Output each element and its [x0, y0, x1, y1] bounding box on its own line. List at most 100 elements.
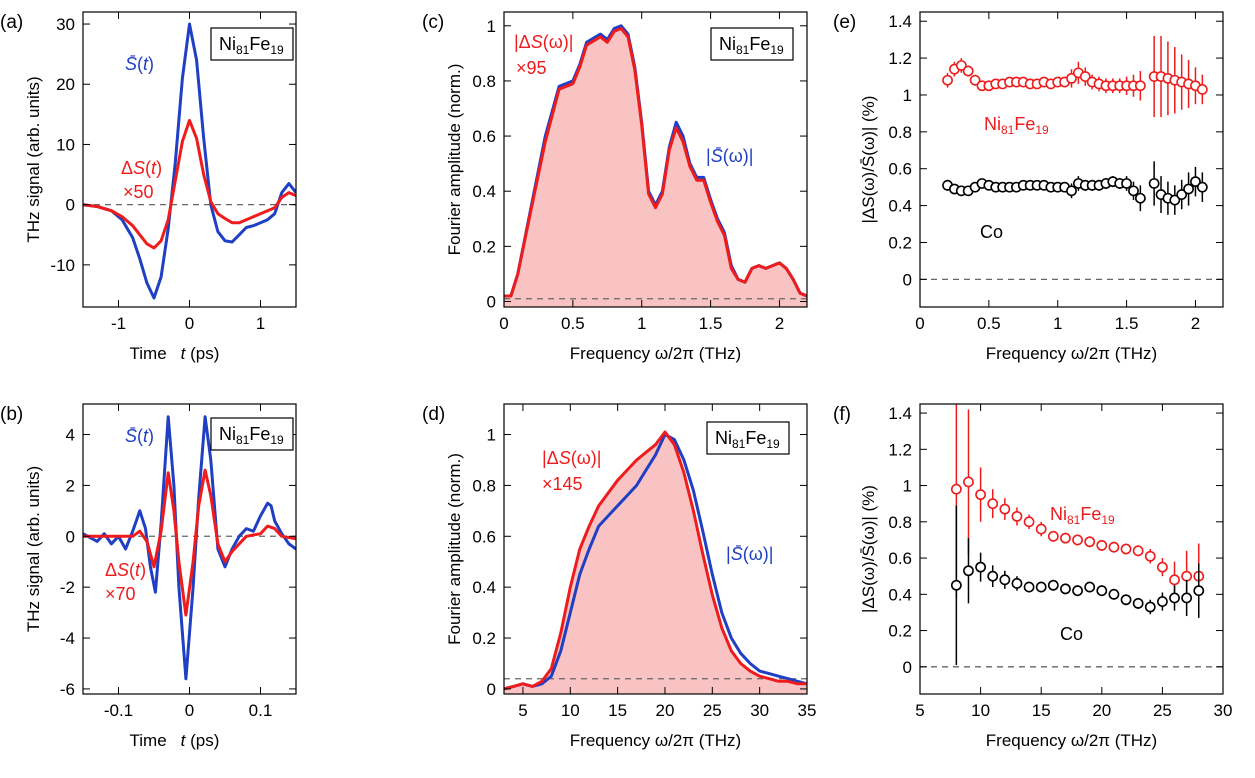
- y-tick-label: 0.2: [888, 622, 912, 641]
- y-tick-label: 0.8: [472, 476, 496, 495]
- x-tick-label: 0: [499, 314, 508, 333]
- data-point: [1066, 185, 1077, 197]
- panel-letter: (d): [422, 404, 445, 425]
- data-point: [1183, 183, 1194, 195]
- y-tick-label: -2: [60, 578, 75, 597]
- y-axis-label: |ΔS(ω)/S̄(ω)| (%): [859, 96, 878, 224]
- x-tick-label: 15: [608, 701, 627, 720]
- sample-box: [710, 27, 794, 61]
- data-point: [1047, 530, 1059, 542]
- series-points-red: [942, 35, 1208, 118]
- scale-factor-label: ×50: [123, 182, 154, 202]
- y-tick-label: -4: [60, 629, 75, 648]
- data-point: [1134, 192, 1146, 204]
- y-tick-label: -10: [50, 256, 75, 275]
- y-axis-label: |ΔS(ω)/S̄(ω)| (%): [859, 485, 878, 613]
- y-axis-label: THz signal (arb. units): [24, 466, 43, 632]
- y-tick-label: 0.4: [472, 182, 496, 201]
- y-tick-label: 1.4: [888, 12, 912, 31]
- data-point: [1169, 574, 1180, 586]
- y-tick-label: 0.4: [472, 578, 496, 597]
- sample-box-label: Ni81Fe19: [219, 34, 284, 57]
- data-point: [969, 74, 981, 86]
- series-label-blue: S̄(t): [125, 426, 154, 446]
- series-label-red: ΔS(t): [121, 158, 162, 178]
- data-point: [1169, 194, 1181, 206]
- data-point: [1132, 597, 1144, 609]
- spectrum-fill: [504, 28, 807, 307]
- data-point: [975, 489, 986, 501]
- y-tick-label: 1: [487, 17, 496, 36]
- y-tick-label: 1: [903, 86, 912, 105]
- x-tick-label: 20: [656, 701, 675, 720]
- data-point: [955, 60, 967, 71]
- plot-area: [920, 35, 1223, 280]
- y-tick-label: 0.8: [472, 72, 496, 91]
- data-point: [1144, 550, 1156, 562]
- data-point: [1072, 534, 1083, 546]
- data-point: [987, 498, 999, 510]
- y-tick-label: 1: [487, 426, 496, 445]
- x-tick-label: 25: [703, 701, 722, 720]
- plot-area: [504, 24, 807, 307]
- data-point: [1035, 581, 1047, 593]
- data-point: [1132, 545, 1144, 557]
- data-point: [1084, 581, 1096, 593]
- y-tick-label: 0.6: [888, 549, 912, 568]
- x-tick-label: 1: [1053, 314, 1062, 333]
- y-tick-label: 4: [66, 426, 75, 445]
- x-tick-label: 15: [1032, 701, 1051, 720]
- plot-frame: [919, 403, 1224, 695]
- series-points-red: [950, 404, 1205, 609]
- data-point: [1120, 594, 1132, 606]
- series-line-red: [504, 430, 807, 691]
- y-tick-label: 1.2: [888, 49, 912, 68]
- plot-area: [920, 404, 1223, 668]
- y-tick-label: 20: [56, 75, 75, 94]
- x-tick-label: 30: [750, 701, 769, 720]
- data-point: [1096, 539, 1108, 551]
- sample-box: [210, 417, 294, 451]
- series-label-black: Co: [1060, 624, 1083, 644]
- x-tick-label: 10: [561, 701, 580, 720]
- y-axis-label: Fourier amplitude (norm.): [445, 64, 464, 256]
- y-tick-label: 0: [903, 270, 912, 289]
- data-point: [1084, 536, 1096, 548]
- plot-frame: [919, 11, 1224, 308]
- y-tick-label: 0.2: [472, 237, 496, 256]
- series-label-red: |ΔS(ω)|: [542, 448, 601, 468]
- x-axis-label: Time t (ps): [130, 344, 220, 363]
- y-tick-label: 1.4: [888, 404, 912, 423]
- y-tick-label: 0: [66, 527, 75, 546]
- y-tick-label: 0.4: [888, 197, 912, 216]
- plot-frame: [503, 11, 808, 308]
- x-tick-label: 2: [775, 314, 784, 333]
- data-point: [1157, 561, 1168, 573]
- panel-letter: (e): [833, 12, 856, 33]
- x-tick-label: 25: [1153, 701, 1172, 720]
- data-point: [987, 570, 999, 582]
- x-tick-label: 0: [915, 314, 924, 333]
- series-label-black: Co: [980, 222, 1003, 242]
- data-point: [1196, 181, 1208, 193]
- y-tick-label: -6: [60, 680, 75, 699]
- series-line-red: [83, 118, 296, 250]
- x-tick-label: 0: [185, 701, 194, 720]
- y-tick-label: 0.6: [888, 160, 912, 179]
- data-point: [963, 476, 974, 488]
- series-points-black: [950, 505, 1205, 665]
- x-axis-label: Frequency ω/2π (THz): [570, 731, 741, 750]
- sample-box: [210, 27, 294, 61]
- y-tick-label: 0.4: [888, 585, 912, 604]
- scale-factor-label: ×145: [542, 474, 583, 494]
- panel-c: (c) 0 0.5 1 1.5 2 0 0.2 0.4 0.6 0.8 1 Frequency ω/2π…: [422, 11, 808, 363]
- x-tick-label: 30: [1214, 701, 1233, 720]
- data-point: [1060, 583, 1071, 595]
- series-label-blue: |S̄(ω)|: [706, 146, 753, 166]
- x-axis-label: Time t (ps): [130, 731, 220, 750]
- data-point: [1066, 72, 1077, 84]
- panel-b: (b) -0.1 0 0.1 -6 -4 -2 0 2 4 Time t (ps) THz signal…: [0, 403, 297, 750]
- x-tick-label: 10: [971, 701, 990, 720]
